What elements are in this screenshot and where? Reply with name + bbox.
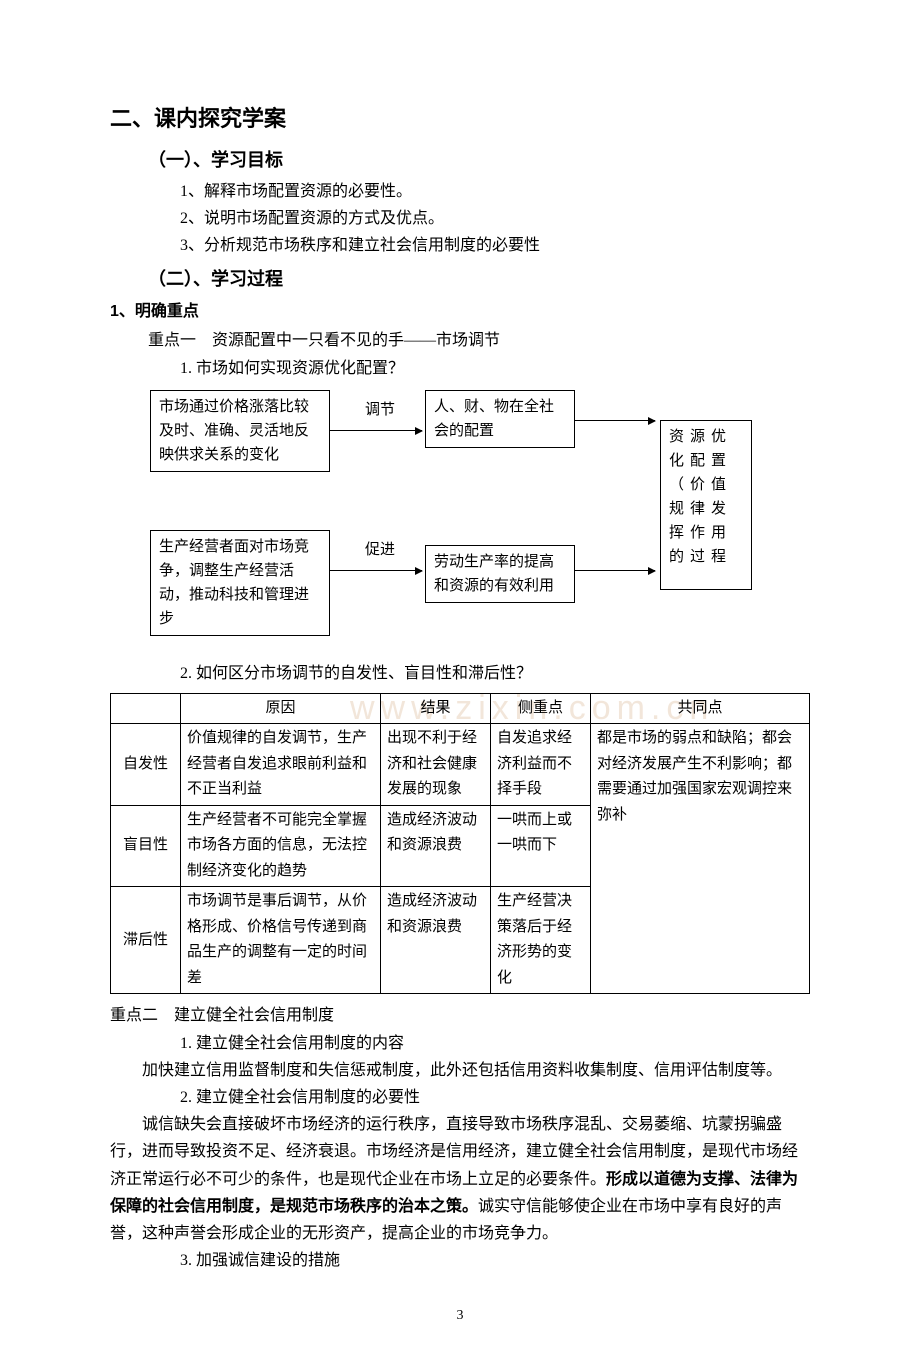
focus2-title: 重点二 建立健全社会信用制度 [110,1002,810,1029]
page-number: 3 [110,1304,810,1328]
row-result-2: 造成经济波动和资源浪费 [381,805,491,887]
row-result-3: 造成经济波动和资源浪费 [381,887,491,994]
th-blank [111,693,181,724]
flowchart: 市场通过价格涨落比较及时、准确、灵活地反映供求关系的变化 调节 人、财、物在全社… [150,390,810,650]
sub-b-heading: （二）、学习过程 [148,264,810,295]
flow-box-4: 劳动生产率的提高和资源的有效利用 [425,545,575,603]
comparison-table: 原因 结果 侧重点 共同点 自发性 价值规律的自发调节，生产经营者自发追求眼前利… [110,693,810,995]
arrow-3 [330,570,422,571]
row-name-3: 滞后性 [111,887,181,994]
flow-box-2: 人、财、物在全社会的配置 [425,390,575,448]
row-cause-2: 生产经营者不可能完全掌握市场各方面的信息，无法控制经济变化的趋势 [181,805,381,887]
arrow-4 [575,570,655,571]
goal-1: 1、解释市场配置资源的必要性。 [180,178,810,205]
focus2-p3: 3. 加强诚信建设的措施 [180,1247,810,1274]
goal-3: 3、分析规范市场秩序和建立社会信用制度的必要性 [180,232,810,259]
focus2-p1: 1. 建立健全社会信用制度的内容 [180,1030,810,1057]
row-cause-3: 市场调节是事后调节，从价格形成、价格信号传递到商品生产的调整有一定的时间差 [181,887,381,994]
step1-heading: 1、明确重点 [110,298,810,325]
row-name-2: 盲目性 [111,805,181,887]
focus2-p1-body: 加快建立信用监督制度和失信惩戒制度，此外还包括信用资料收集制度、信用评估制度等。 [110,1057,810,1084]
arrow-1 [330,430,422,431]
row-focus-2: 一哄而上或一哄而下 [491,805,591,887]
flow-label-2: 促进 [365,538,395,564]
focus1-q2: 2. 如何区分市场调节的自发性、盲目性和滞后性？ [180,660,810,687]
section-heading: 二、课内探究学案 [110,100,810,137]
row-cause-1: 价值规律的自发调节，生产经营者自发追求眼前利益和不正当利益 [181,724,381,806]
focus2-p2: 2. 建立健全社会信用制度的必要性 [180,1084,810,1111]
flow-label-1: 调节 [365,398,395,424]
goal-2: 2、说明市场配置资源的方式及优点。 [180,205,810,232]
flow-box-3: 生产经营者面对市场竞争，调整生产经营活动，推动科技和管理进步 [150,530,330,636]
sub-a-heading: （一）、学习目标 [148,145,810,176]
th-common: 共同点 [591,693,810,724]
table-header-row: 原因 结果 侧重点 共同点 [111,693,810,724]
table-row: 自发性 价值规律的自发调节，生产经营者自发追求眼前利益和不正当利益 出现不利于经… [111,724,810,806]
row-focus-3: 生产经营决策落后于经济形势的变化 [491,887,591,994]
th-cause: 原因 [181,693,381,724]
row-name-1: 自发性 [111,724,181,806]
row-focus-1: 自发追求经济利益而不择手段 [491,724,591,806]
flow-box-1: 市场通过价格涨落比较及时、准确、灵活地反映供求关系的变化 [150,390,330,472]
row-common: 都是市场的弱点和缺陷；都会对经济发展产生不利影响；都需要通过加强国家宏观调控来弥… [591,724,810,994]
flow-box-5: 资源优化配置（价值规律发挥作用的过程 [660,420,752,590]
row-result-1: 出现不利于经济和社会健康发展的现象 [381,724,491,806]
focus1-q1: 1. 市场如何实现资源优化配置？ [180,355,810,382]
th-result: 结果 [381,693,491,724]
focus1-title: 重点一 资源配置中一只看不见的手——市场调节 [148,327,810,354]
th-focus: 侧重点 [491,693,591,724]
arrow-2 [575,420,655,421]
focus2-p2-body: 诚信缺失会直接破坏市场经济的运行秩序，直接导致市场秩序混乱、交易萎缩、坑蒙拐骗盛… [110,1111,810,1247]
